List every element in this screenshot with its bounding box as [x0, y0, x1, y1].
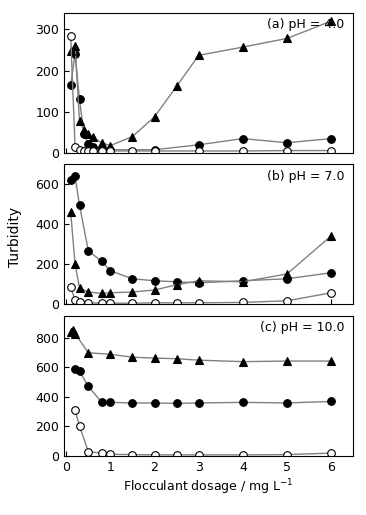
Text: (a) pH = 4.0: (a) pH = 4.0	[267, 19, 344, 31]
Text: (c) pH = 10.0: (c) pH = 10.0	[260, 321, 344, 334]
Text: (b) pH = 7.0: (b) pH = 7.0	[267, 170, 344, 183]
Text: Turbidity: Turbidity	[8, 207, 22, 267]
X-axis label: Flocculant dosage / mg L$^{-1}$: Flocculant dosage / mg L$^{-1}$	[123, 478, 294, 497]
